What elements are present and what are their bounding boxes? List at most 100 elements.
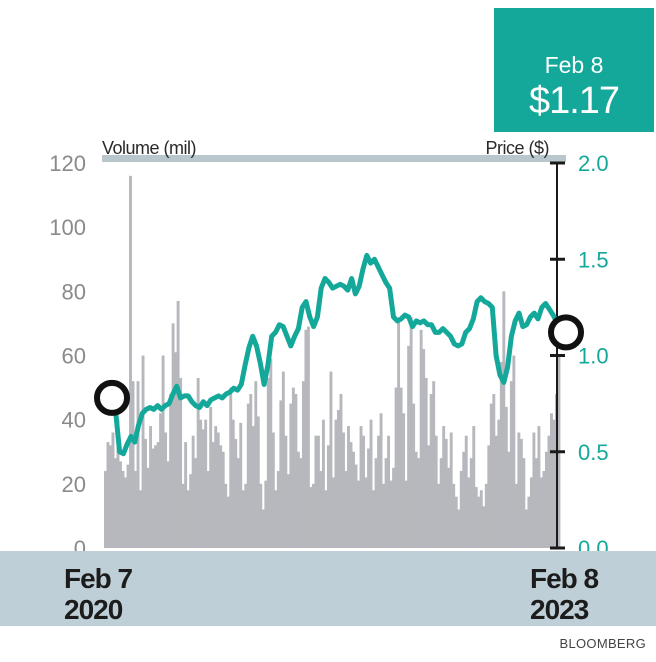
volume-bar [284, 435, 288, 548]
date-band [0, 551, 656, 626]
volume-bar [154, 445, 158, 548]
volume-bar [304, 329, 308, 548]
volume-bar [492, 394, 496, 548]
volume-bar [512, 355, 516, 548]
volume-bar [494, 435, 498, 548]
volume-bar [271, 432, 275, 548]
volume-bar [106, 442, 110, 549]
volume-bar [487, 445, 491, 548]
volume-bar [359, 426, 363, 548]
volume-bar [301, 381, 305, 548]
volume-bar [274, 490, 278, 548]
volume-bar [139, 490, 142, 548]
volume-bar [489, 403, 493, 549]
volume-bar [387, 435, 391, 548]
volume-bar [196, 377, 200, 548]
volume-bar [337, 410, 340, 548]
volume-bar [146, 467, 150, 548]
volume-bar [314, 435, 318, 548]
volume-bar [479, 490, 483, 548]
right-axis-title: Price ($) [485, 138, 549, 158]
volume-bar [509, 381, 513, 548]
start-marker [94, 379, 130, 416]
volume-bar [329, 371, 333, 548]
volume-bar [104, 471, 107, 548]
volume-bar [384, 458, 388, 548]
volume-bar [254, 381, 258, 548]
volume-bar [519, 438, 523, 548]
volume-bar [194, 458, 198, 548]
volume-bar [164, 432, 168, 548]
volume-bar [311, 483, 315, 548]
volume-bar [434, 435, 438, 548]
volume-bar [156, 442, 160, 549]
left-axis-title: Volume (mil) [102, 138, 197, 158]
volume-bar [214, 426, 218, 548]
callout-date: Feb 8 [544, 52, 604, 78]
volume-bar [179, 377, 183, 548]
volume-bar [244, 483, 248, 548]
volume-bar [397, 320, 401, 548]
volume-bar [452, 483, 456, 548]
left-axis-tick-label: 40 [62, 408, 86, 433]
volume-bar [542, 471, 546, 548]
volume-bar [321, 419, 325, 548]
volume-bar [394, 387, 398, 548]
volume-bar [264, 480, 268, 549]
volume-bar [246, 403, 250, 549]
volume-bar [294, 394, 298, 548]
volume-bar [524, 509, 528, 548]
volume-bar [339, 394, 343, 548]
volume-bar [226, 496, 230, 548]
callout-price: $1.17 [528, 80, 620, 122]
volume-bar [149, 426, 153, 548]
price-line [109, 252, 560, 457]
volume-bar [334, 419, 338, 548]
volume-bar [241, 490, 245, 548]
volume-bar [517, 432, 521, 548]
volume-bar [504, 406, 508, 548]
volume-bar [477, 496, 481, 548]
volume-bar [206, 471, 210, 548]
volume-bar [389, 480, 393, 549]
volume-bar [121, 471, 125, 548]
volume-bar [129, 175, 132, 548]
volume-bar [442, 426, 446, 548]
volume-bar [382, 483, 386, 548]
right-axis-tick-label: 1.0 [578, 344, 609, 369]
right-axis-tick-label: 2.0 [578, 151, 609, 176]
volume-bar [552, 419, 556, 548]
volume-bar [251, 426, 255, 548]
volume-bar [467, 477, 471, 548]
volume-bar [507, 451, 511, 548]
source-credit: BLOOMBERG [559, 636, 646, 651]
start-date-label: Feb 7 2020 [64, 563, 133, 625]
volume-bar [449, 432, 453, 548]
volume-bar [377, 435, 381, 548]
volume-bar [229, 387, 233, 548]
volume-bar [372, 490, 375, 548]
volume-bar [204, 419, 208, 548]
volume-bar [231, 419, 235, 548]
volume-bar [444, 438, 448, 548]
volume-bar [424, 377, 428, 548]
volume-bar [404, 480, 408, 549]
volume-bar [276, 471, 280, 548]
volume-bar [249, 394, 253, 548]
volume-bar [412, 403, 416, 549]
volume-bar [319, 471, 323, 548]
volume-bar [201, 429, 205, 548]
volume-bar [291, 387, 295, 548]
volume-bar [422, 349, 426, 548]
volume-bar [537, 426, 541, 548]
volume-bar [474, 487, 478, 548]
volume-bar [151, 448, 155, 548]
volume-bar [239, 422, 243, 549]
volume-bar [309, 487, 313, 548]
volume-bar [439, 458, 443, 548]
volume-bar [379, 413, 383, 548]
volume-bar [549, 413, 553, 548]
volume-bar [459, 471, 463, 548]
volume-bar [109, 445, 112, 548]
